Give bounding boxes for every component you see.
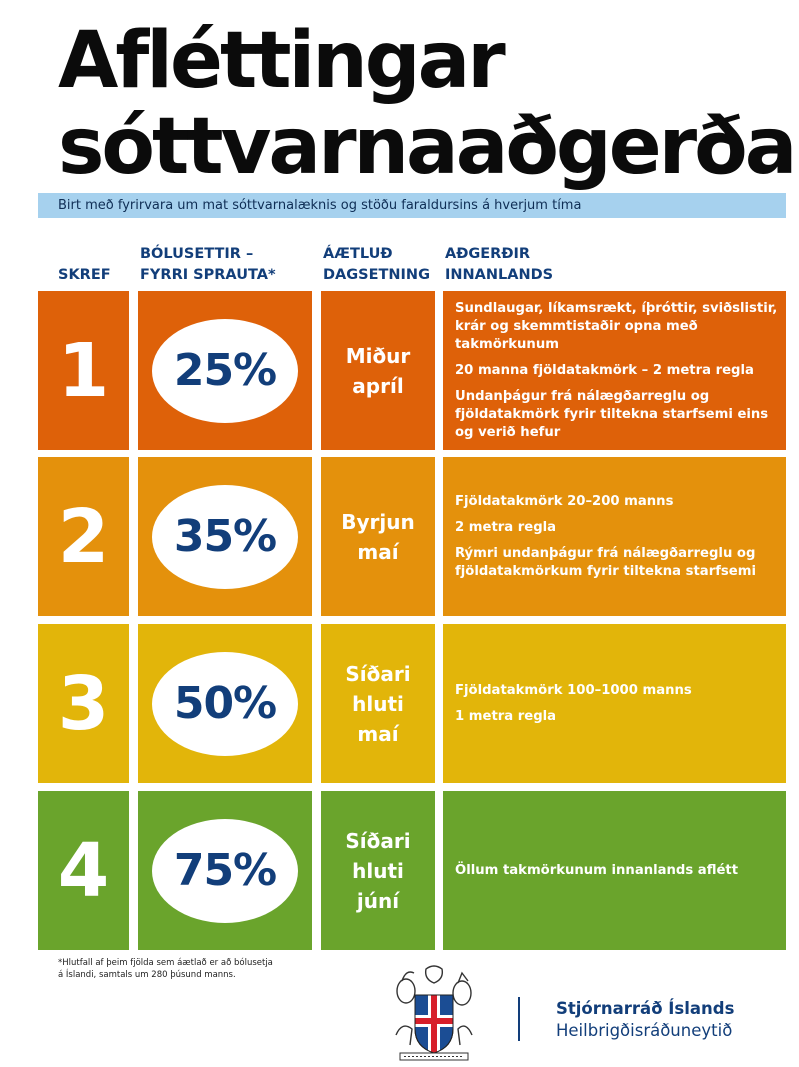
date-cell: Síðari hluti maí (321, 624, 435, 783)
date-cell: Byrjun maí (321, 457, 435, 616)
vaccination-percent: 50% (173, 678, 277, 729)
actions-list: Öllum takmörkunum innanlands aflétt (455, 862, 778, 880)
step-number-cell: 2 (38, 457, 129, 616)
step-number-cell: 3 (38, 624, 129, 783)
header-date: ÁÆTLUÐ DAGSETNING (323, 244, 430, 286)
date-line: apríl (352, 373, 404, 398)
step-row-4: 4 75% Síðari hluti júní Öllum takmörkunu… (38, 791, 786, 950)
actions-cell: Fjöldatakmörk 100–1000 manns 1 metra reg… (443, 624, 786, 783)
subtitle-text: Birt með fyrirvara um mat sóttvarnalækni… (58, 198, 582, 213)
action-item: 1 metra regla (455, 708, 557, 724)
header-actions-line-2: INNANLANDS (445, 267, 554, 283)
step-number: 3 (57, 660, 110, 747)
header-vaccinated-line-2: FYRRI SPRAUTA* (140, 267, 276, 283)
planned-date: Síðari hluti maí (321, 659, 435, 749)
actions-list: Fjöldatakmörk 20–200 manns 2 metra regla… (455, 493, 778, 581)
title-line-1: Afléttingar (58, 16, 506, 106)
header-step: SKREF (58, 267, 111, 283)
ministry-name: Heilbrigðisráðuneytið (556, 1021, 733, 1040)
date-line: hluti (352, 691, 404, 716)
title-line-2: sóttvarnaaðgerða (58, 102, 797, 192)
header-date-line-1: ÁÆTLUÐ (323, 246, 393, 262)
date-line: maí (357, 721, 399, 746)
actions-list: Fjöldatakmörk 100–1000 manns 1 metra reg… (455, 682, 778, 726)
vaccination-percent: 25% (173, 345, 277, 396)
date-line: maí (357, 539, 399, 564)
footnote: *Hlutfall af þeim fjölda sem áætlað er a… (58, 957, 318, 981)
vaccination-cell: 35% (138, 457, 312, 616)
coat-of-arms-icon (395, 965, 473, 1061)
logo-divider (518, 997, 520, 1041)
actions-list: Sundlaugar, líkamsrækt, íþróttir, sviðsl… (455, 300, 778, 442)
percent-oval: 50% (152, 651, 298, 756)
header-date-line-2: DAGSETNING (323, 267, 430, 283)
step-number: 1 (57, 327, 110, 414)
step-row-2: 2 35% Byrjun maí Fjöldatakmörk 20–200 ma… (38, 457, 786, 616)
vaccination-cell: 75% (138, 791, 312, 950)
footnote-line-1: *Hlutfall af þeim fjölda sem áætlað er a… (58, 958, 273, 968)
page-title: Afléttingar sóttvarnaaðgerða (58, 16, 797, 192)
date-line: júní (356, 888, 400, 913)
actions-cell: Sundlaugar, líkamsrækt, íþróttir, sviðsl… (443, 291, 786, 450)
header-actions: AÐGERÐIR INNANLANDS (445, 244, 553, 286)
vaccination-cell: 50% (138, 624, 312, 783)
actions-cell: Öllum takmörkunum innanlands aflétt (443, 791, 786, 950)
header-actions-line-1: AÐGERÐIR (445, 246, 531, 262)
step-number-cell: 4 (38, 791, 129, 950)
subtitle-bar: Birt með fyrirvara um mat sóttvarnalækni… (38, 193, 786, 218)
percent-oval: 25% (152, 318, 298, 423)
date-cell: Miður apríl (321, 291, 435, 450)
action-item: Undanþágur frá nálægðarreglu og fjöldata… (455, 388, 769, 440)
date-line: Síðari (345, 661, 411, 686)
action-item: 2 metra regla (455, 519, 557, 535)
ministry-logo-text: Stjórnarráð Íslands Heilbrigðisráðuneyti… (556, 998, 734, 1042)
percent-oval: 35% (152, 484, 298, 589)
planned-date: Miður apríl (321, 341, 435, 401)
action-item: Sundlaugar, líkamsrækt, íþróttir, sviðsl… (455, 300, 778, 352)
date-line: hluti (352, 858, 404, 883)
step-number-cell: 1 (38, 291, 129, 450)
date-line: Byrjun (341, 509, 415, 534)
vaccination-percent: 75% (173, 845, 277, 896)
vaccination-percent: 35% (173, 511, 277, 562)
step-row-1: 1 25% Miður apríl Sundlaugar, líkamsrækt… (38, 291, 786, 450)
planned-date: Byrjun maí (321, 507, 435, 567)
action-item: Öllum takmörkunum innanlands aflétt (455, 862, 739, 878)
actions-cell: Fjöldatakmörk 20–200 manns 2 metra regla… (443, 457, 786, 616)
date-cell: Síðari hluti júní (321, 791, 435, 950)
step-number: 2 (57, 493, 110, 580)
step-number: 4 (57, 827, 110, 914)
date-line: Miður (345, 343, 411, 368)
action-item: Fjöldatakmörk 20–200 manns (455, 493, 674, 509)
step-row-3: 3 50% Síðari hluti maí Fjöldatakmörk 100… (38, 624, 786, 783)
header-vaccinated-line-1: BÓLUSETTIR – (140, 246, 254, 262)
action-item: Rýmri undanþágur frá nálægðarreglu og fj… (455, 545, 756, 579)
planned-date: Síðari hluti júní (321, 826, 435, 916)
date-line: Síðari (345, 828, 411, 853)
header-vaccinated: BÓLUSETTIR – FYRRI SPRAUTA* (140, 244, 276, 286)
action-item: 20 manna fjöldatakmörk – 2 metra regla (455, 362, 754, 378)
government-name: Stjórnarráð Íslands (556, 999, 735, 1018)
vaccination-cell: 25% (138, 291, 312, 450)
percent-oval: 75% (152, 818, 298, 923)
footnote-line-2: á Íslandi, samtals um 280 þúsund manns. (58, 970, 236, 980)
action-item: Fjöldatakmörk 100–1000 manns (455, 682, 692, 698)
